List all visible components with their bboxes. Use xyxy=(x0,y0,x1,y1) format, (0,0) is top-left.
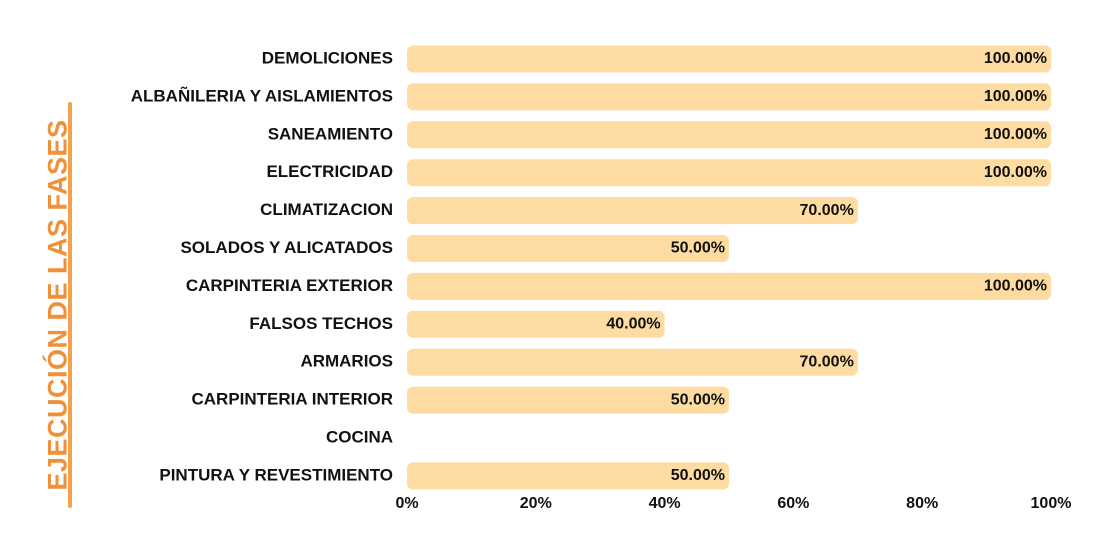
bar xyxy=(407,197,858,225)
bar xyxy=(407,310,665,338)
bar-value-label: 50.00% xyxy=(671,391,725,408)
x-tick-label: 80% xyxy=(906,495,938,512)
x-tick-label: 0% xyxy=(395,495,418,512)
category-label: COCINA xyxy=(326,427,393,446)
category-label: SANEAMIENTO xyxy=(268,124,393,143)
x-tick-label: 20% xyxy=(520,495,552,512)
bar xyxy=(407,83,1051,111)
category-label: ARMARIOS xyxy=(300,352,393,371)
x-tick-label: 60% xyxy=(777,495,809,512)
bar-value-label: 70.00% xyxy=(800,353,854,370)
category-label: PINTURA Y REVESTIMIENTO xyxy=(159,465,393,484)
category-label: DEMOLICIONES xyxy=(262,48,393,67)
category-label: ALBAÑILERIA Y AISLAMIENTOS xyxy=(131,85,393,105)
category-label: FALSOS TECHOS xyxy=(249,314,393,333)
category-label: ELECTRICIDAD xyxy=(266,162,393,181)
bar xyxy=(407,121,1051,149)
bar xyxy=(407,159,1051,187)
bar xyxy=(407,45,1051,73)
category-label: CARPINTERIA INTERIOR xyxy=(192,390,394,409)
bar-value-label: 100.00% xyxy=(984,88,1047,105)
bar xyxy=(407,272,1051,300)
bar-value-label: 50.00% xyxy=(671,467,725,484)
bar xyxy=(407,462,729,490)
bar xyxy=(407,235,729,262)
bar xyxy=(407,386,729,414)
x-tick-label: 40% xyxy=(649,495,681,512)
category-label: SOLADOS Y ALICATADOS xyxy=(180,238,393,257)
bar xyxy=(407,348,858,376)
bar-value-label: 100.00% xyxy=(984,50,1047,67)
bar-value-label: 70.00% xyxy=(800,202,854,219)
y-axis-title-accent-bar xyxy=(68,102,72,508)
category-label: CLIMATIZACION xyxy=(260,200,393,219)
bar-value-label: 100.00% xyxy=(984,126,1047,143)
bar-value-label: 100.00% xyxy=(984,164,1047,181)
bar-value-label: 100.00% xyxy=(984,278,1047,295)
category-label: CARPINTERIA EXTERIOR xyxy=(186,276,393,295)
bar-value-label: 40.00% xyxy=(606,316,660,333)
x-tick-label: 100% xyxy=(1031,495,1072,512)
bar-value-label: 50.00% xyxy=(671,240,725,257)
